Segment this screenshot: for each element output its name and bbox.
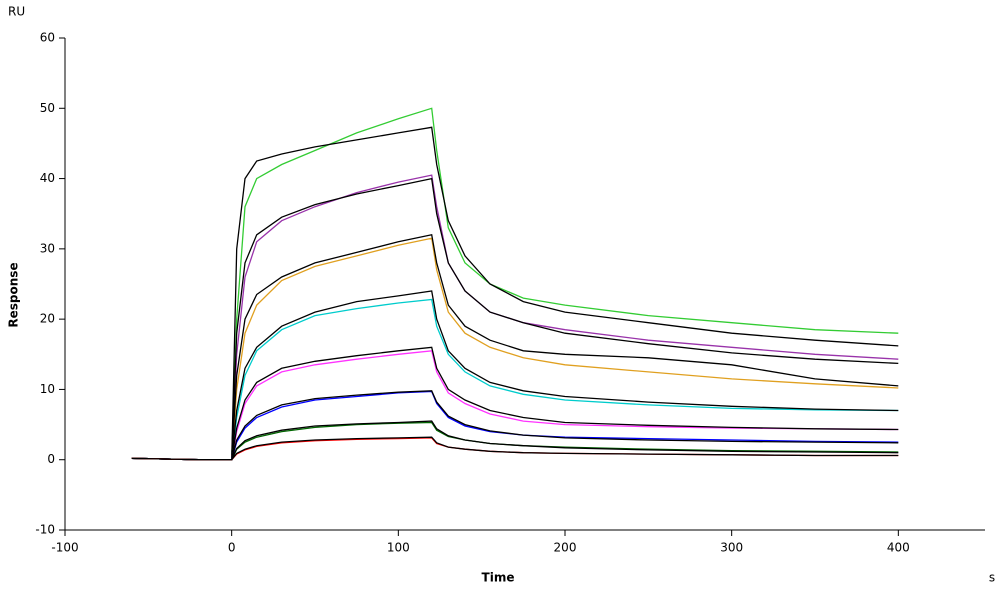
x-tick-label: 100: [387, 541, 410, 555]
sensorgram-line: [131, 234, 899, 461]
x-tick-label: 400: [887, 541, 910, 555]
x-tick-label: -100: [51, 541, 78, 555]
sensorgram-line: [131, 390, 899, 461]
y-tick-label: 30: [40, 241, 55, 255]
sensorgram-line: [131, 177, 899, 461]
x-tick-label: 200: [554, 541, 577, 555]
sensorgram-line: [131, 126, 899, 461]
sensorgram-line: [131, 436, 899, 461]
y-tick-label: 40: [40, 171, 55, 185]
y-axis-title: Response: [7, 262, 21, 327]
y-tick-label: 10: [40, 382, 55, 396]
y-tick-label: 0: [47, 452, 55, 466]
sensorgram-line: [131, 420, 899, 461]
y-tick-label: 50: [40, 101, 55, 115]
sensorgram-line: [131, 346, 899, 461]
x-tick-label: 300: [720, 541, 743, 555]
x-tick-label: 0: [228, 541, 236, 555]
y-tick-label: 20: [40, 312, 55, 326]
y-tick-label: -10: [35, 523, 55, 537]
y-unit: RU: [8, 5, 25, 19]
x-unit: s: [989, 571, 995, 585]
sensorgram-line: [131, 290, 899, 461]
x-axis-title: Time: [482, 571, 515, 585]
y-tick-label: 60: [40, 31, 55, 45]
